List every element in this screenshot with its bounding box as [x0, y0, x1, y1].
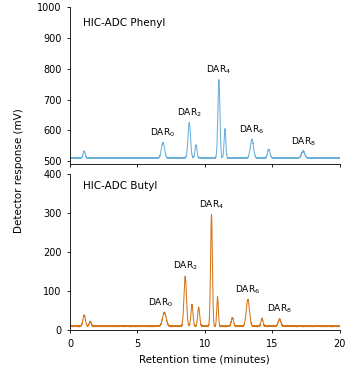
Text: DAR$_6$: DAR$_6$: [239, 123, 265, 136]
Text: DAR$_2$: DAR$_2$: [177, 106, 202, 119]
Text: DAR$_4$: DAR$_4$: [199, 198, 224, 211]
Text: DAR$_2$: DAR$_2$: [173, 260, 198, 272]
Text: DAR$_8$: DAR$_8$: [290, 135, 316, 148]
Text: HIC-ADC Butyl: HIC-ADC Butyl: [83, 181, 158, 191]
Text: HIC-ADC Phenyl: HIC-ADC Phenyl: [83, 19, 166, 29]
Text: DAR$_0$: DAR$_0$: [148, 296, 173, 309]
Text: DAR$_8$: DAR$_8$: [267, 303, 292, 315]
Text: DAR$_0$: DAR$_0$: [150, 127, 175, 139]
Text: DAR$_4$: DAR$_4$: [206, 63, 231, 76]
X-axis label: Retention time (minutes): Retention time (minutes): [139, 354, 270, 364]
Text: Detector response (mV): Detector response (mV): [14, 108, 24, 233]
Text: DAR$_6$: DAR$_6$: [235, 283, 260, 296]
